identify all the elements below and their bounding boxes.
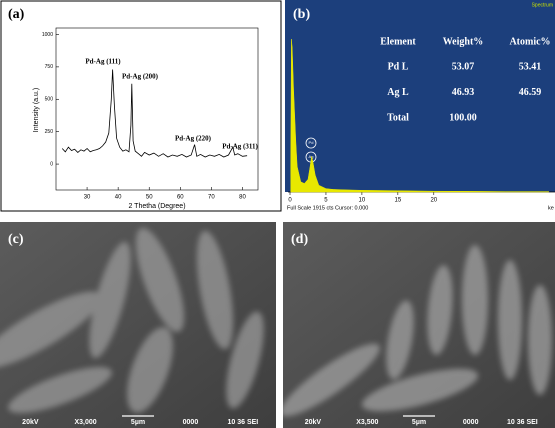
- y-axis-title: Intensity (a.u.): [33, 88, 40, 132]
- x-tick-label: 40: [115, 195, 122, 201]
- table-cell: 46.59: [519, 87, 542, 98]
- sem-info-text: 20kV: [305, 419, 322, 426]
- x-tick-label: 10: [359, 198, 366, 204]
- sem-image-d: [273, 222, 555, 428]
- sem-info-text: 0000: [463, 419, 479, 426]
- table-cell: 53.41: [519, 61, 542, 72]
- sem-info-text: 20kV: [22, 419, 39, 426]
- peak-label: Pd: [309, 140, 314, 145]
- x-tick-label: 15: [394, 198, 401, 204]
- spectrum-label: Spectrum: [532, 2, 553, 8]
- page: {"chart_data": [ {"type": "line", "panel…: [0, 0, 555, 428]
- table-cell: Total: [387, 112, 409, 123]
- annotation: Pd-Ag (200): [122, 73, 159, 81]
- sem-image-c: [0, 222, 276, 428]
- sem-info-text: 0000: [183, 419, 199, 426]
- panel-label: (b): [293, 7, 310, 22]
- table-cell: 53.07: [452, 61, 475, 72]
- y-tick-label: 750: [45, 64, 54, 70]
- y-tick-label: 0: [50, 161, 53, 167]
- y-tick-label: 500: [45, 97, 54, 103]
- x-tick-label: 50: [146, 195, 153, 201]
- sem-info-text: 10 36 SEI: [228, 419, 259, 426]
- x-axis-title: 2 Thetha (Degree): [128, 203, 185, 210]
- x-tick-label: 30: [84, 195, 91, 201]
- table-cell: 100.00: [449, 112, 477, 123]
- annotation: Pd-Ag (220): [175, 135, 212, 143]
- panel-label: (a): [8, 7, 25, 22]
- x-tick-label: 20: [430, 198, 437, 204]
- sem-info-text: 10 36 SEI: [507, 419, 538, 426]
- x-tick-label: 60: [177, 195, 184, 201]
- table-cell: 46.93: [452, 87, 475, 98]
- panel-label: (c): [8, 232, 24, 247]
- footer: Full Scale 1915 cts Cursor: 0.000: [287, 205, 368, 211]
- figure: (a) 2 Thetha (Degree) Intensity (a.u.) P…: [0, 0, 555, 428]
- table-header: Atomic%: [509, 36, 550, 47]
- sem-info-text: X3,000: [74, 419, 96, 426]
- y-tick-label: 250: [45, 129, 54, 135]
- table-header: Weight%: [443, 36, 484, 47]
- panel-label: (d): [291, 232, 308, 247]
- sem-info-text: X3,500: [356, 419, 378, 426]
- x-tick-label: 80: [239, 195, 246, 201]
- x-tick-label: 70: [208, 195, 215, 201]
- peak-label: Ag: [309, 154, 314, 159]
- sem-info-text: 5µm: [131, 419, 145, 426]
- sem-info-text: 5µm: [412, 419, 426, 426]
- annotation: Pd-Ag (111): [85, 58, 121, 66]
- panel-b-background: [285, 0, 555, 212]
- table-header: Element: [380, 36, 416, 47]
- table-cell: Pd L: [388, 61, 409, 72]
- unit: ke: [548, 205, 554, 211]
- table-cell: Ag L: [387, 87, 409, 98]
- annotation: Pd-Ag (311): [222, 143, 258, 151]
- y-tick-label: 1000: [42, 32, 53, 38]
